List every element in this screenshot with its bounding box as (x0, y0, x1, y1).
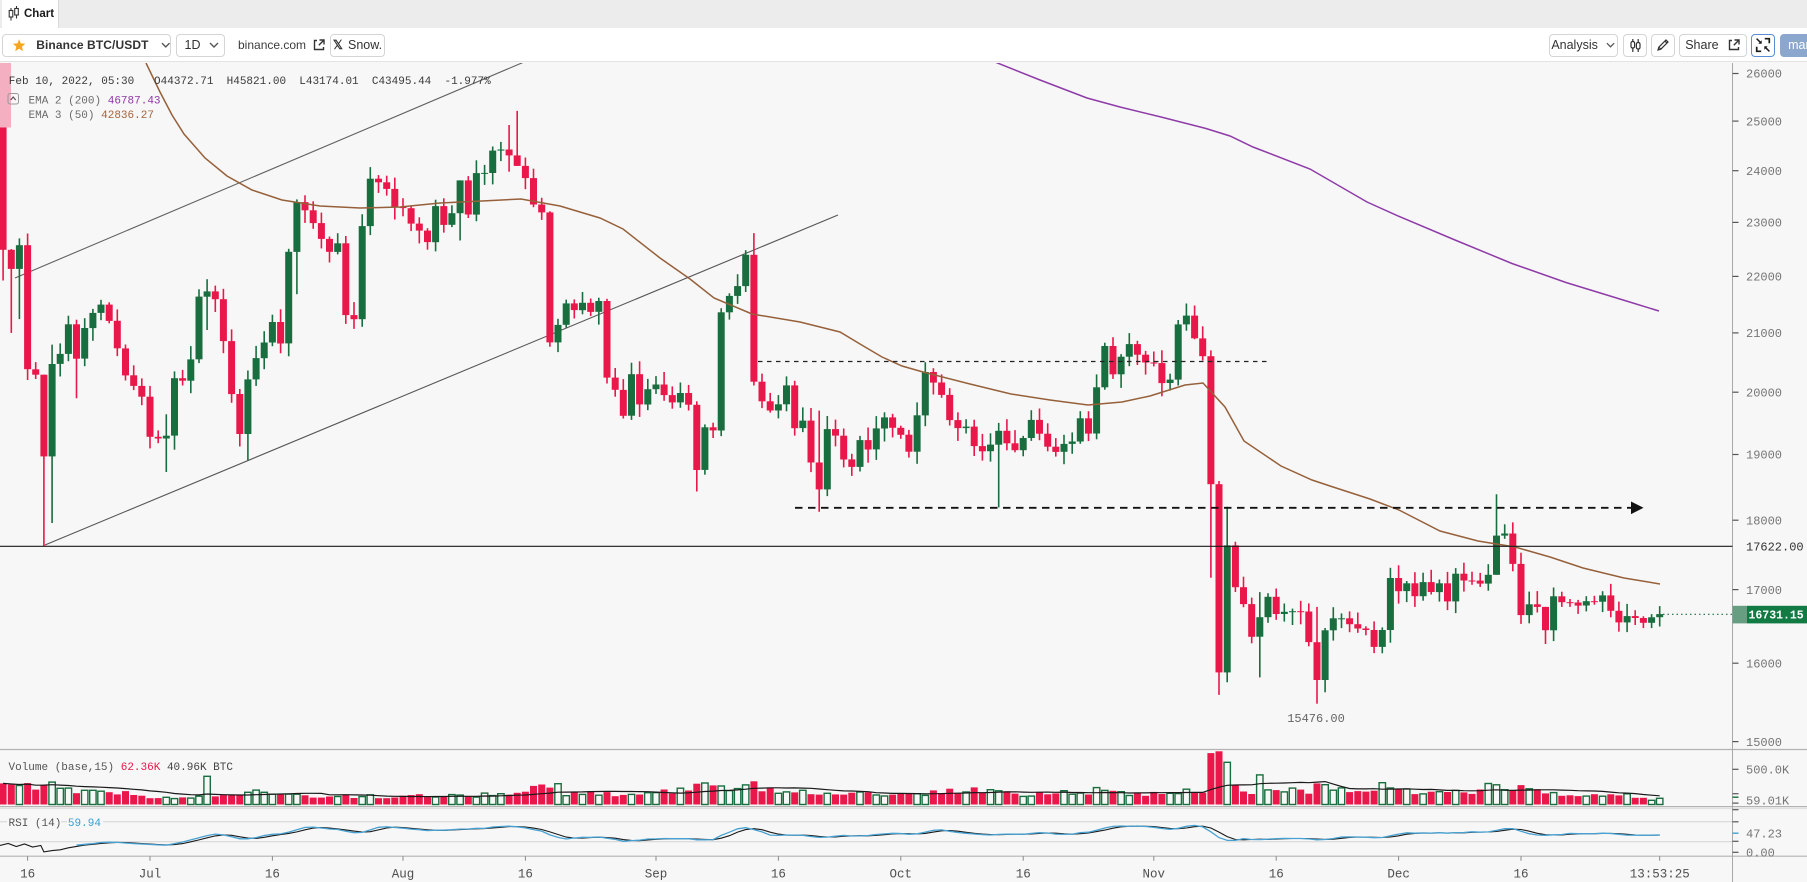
svg-text:Jul: Jul (139, 868, 162, 882)
svg-text:Dec: Dec (1387, 868, 1410, 882)
svg-text:EMA 3 (50) 42836.27: EMA 3 (50) 42836.27 (29, 110, 154, 122)
svg-text:23000: 23000 (1746, 217, 1782, 231)
svg-text:16731.15: 16731.15 (1749, 610, 1804, 623)
svg-text:22000: 22000 (1746, 271, 1782, 285)
svg-text:Nov: Nov (1143, 868, 1166, 882)
svg-text:16: 16 (265, 868, 280, 882)
svg-text:17000: 17000 (1746, 584, 1782, 598)
svg-text:20000: 20000 (1746, 386, 1782, 400)
svg-text:16: 16 (771, 868, 786, 882)
svg-text:500.0K: 500.0K (1746, 764, 1790, 778)
svg-text:Aug: Aug (392, 868, 415, 882)
svg-text:16: 16 (1016, 868, 1031, 882)
svg-text:17622.00: 17622.00 (1746, 541, 1804, 555)
svg-text:16000: 16000 (1746, 657, 1782, 671)
svg-text:Oct: Oct (890, 868, 913, 882)
svg-text:24000: 24000 (1746, 165, 1782, 179)
svg-text:18000: 18000 (1746, 514, 1782, 528)
svg-text:26000: 26000 (1746, 68, 1782, 82)
svg-text:13:53:25: 13:53:25 (1630, 868, 1690, 882)
svg-text:Sep: Sep (645, 868, 668, 882)
svg-text:25000: 25000 (1746, 115, 1782, 129)
svg-text:59.01K: 59.01K (1746, 794, 1790, 808)
svg-text:15000: 15000 (1746, 736, 1782, 750)
svg-text:Volume (base,15) 62.36K 40.96K: Volume (base,15) 62.36K 40.96K BTC (9, 762, 234, 774)
svg-text:21000: 21000 (1746, 327, 1782, 341)
svg-text:19000: 19000 (1746, 449, 1782, 463)
svg-text:Feb 10, 2022, 05:30 O44372.7: Feb 10, 2022, 05:30 O44372.71 H45821.00 … (9, 76, 491, 88)
svg-text:16: 16 (1513, 868, 1528, 882)
svg-text:RSI (14) 59.94: RSI (14) 59.94 (9, 818, 102, 830)
svg-text:0.00: 0.00 (1746, 847, 1775, 861)
svg-text:15476.00: 15476.00 (1287, 712, 1345, 726)
svg-text:16: 16 (20, 868, 35, 882)
svg-text:16: 16 (1269, 868, 1284, 882)
svg-text:EMA 2 (200) 46787.43: EMA 2 (200) 46787.43 (29, 95, 161, 107)
svg-text:16: 16 (518, 868, 533, 882)
svg-text:47.23: 47.23 (1746, 827, 1782, 841)
